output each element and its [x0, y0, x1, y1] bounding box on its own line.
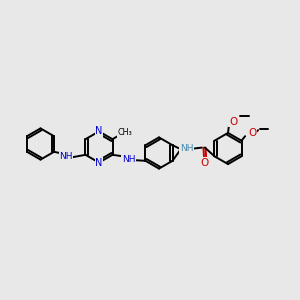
Text: N: N [95, 158, 103, 168]
Text: NH: NH [180, 144, 194, 153]
Text: NH: NH [59, 152, 73, 161]
Text: O: O [229, 117, 237, 127]
Text: NH: NH [122, 155, 135, 164]
Text: CH₃: CH₃ [117, 128, 132, 137]
Text: O: O [201, 158, 209, 168]
Text: O: O [248, 128, 256, 138]
Text: N: N [95, 126, 103, 136]
